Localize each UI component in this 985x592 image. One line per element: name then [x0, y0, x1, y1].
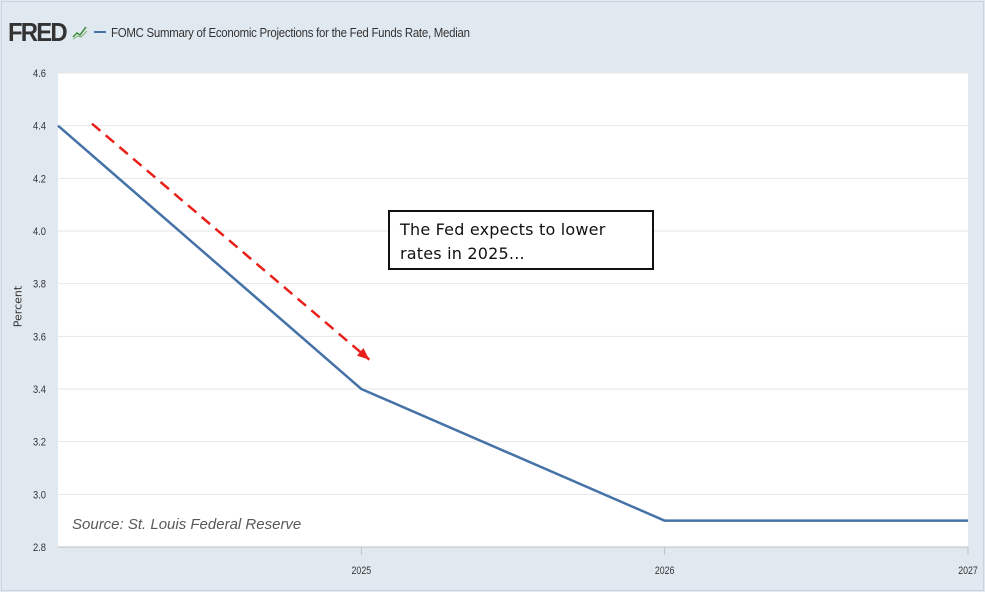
- y-tick-label: 4.6: [33, 68, 46, 80]
- series-line: [57, 124, 968, 522]
- chart-header: FRED FOMC Summary of Economic Projection…: [8, 14, 518, 50]
- x-tick-label: 2025: [352, 565, 372, 577]
- y-tick-label: 4.0: [33, 226, 46, 238]
- series-title: FOMC Summary of Economic Projections for…: [110, 24, 470, 40]
- y-tick-label: 3.8: [33, 279, 46, 291]
- arrow-head: [356, 348, 370, 360]
- y-tick-label: 2.8: [33, 542, 46, 554]
- y-tick-label: 4.2: [33, 174, 46, 186]
- y-tick-label: 3.0: [33, 490, 46, 502]
- x-tick-label: 2027: [958, 565, 978, 577]
- y-tick-label: 3.2: [33, 437, 46, 449]
- y-tick-label: 3.4: [33, 384, 46, 396]
- source-note: Source: St. Louis Federal Reserve: [72, 516, 302, 533]
- dashed-arrow-shaft: [91, 122, 371, 361]
- annotation-box: The Fed expects to lower rates in 2025..…: [388, 210, 654, 270]
- legend-swatch: [93, 31, 106, 33]
- y-axis-label: Percent: [11, 285, 25, 328]
- x-tick-label: 2026: [655, 565, 675, 577]
- fred-graph-icon: [71, 24, 88, 40]
- plot-area: [58, 73, 968, 547]
- y-tick-label: 3.6: [33, 332, 46, 344]
- y-tick-label: 4.4: [33, 121, 46, 133]
- fred-logo: FRED: [8, 16, 68, 47]
